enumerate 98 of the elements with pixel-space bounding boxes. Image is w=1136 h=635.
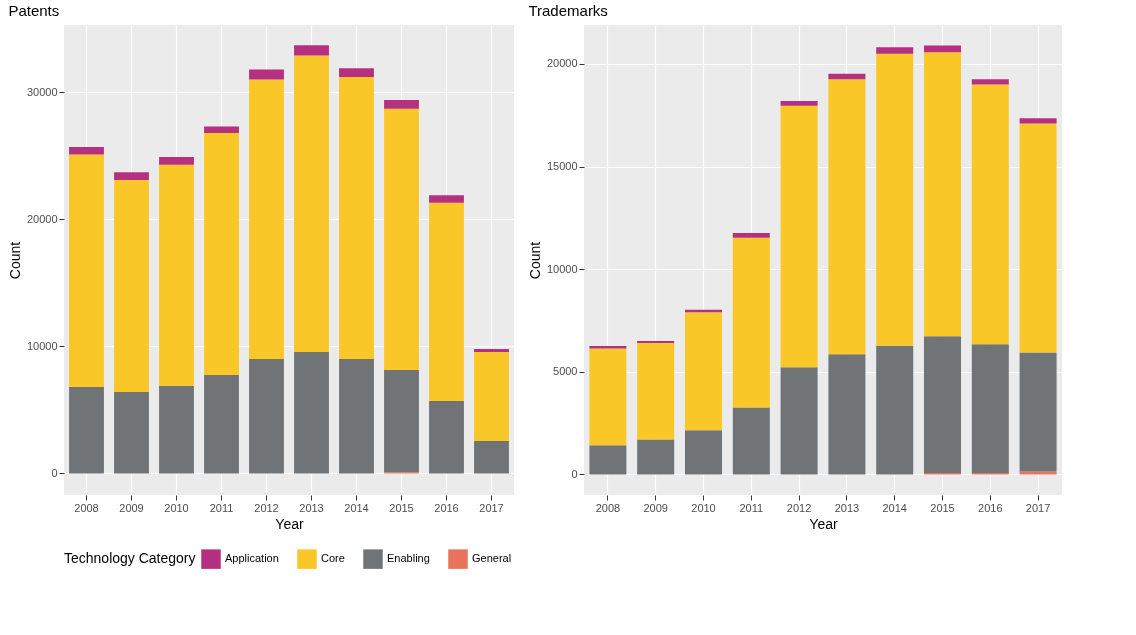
bar [828, 73, 866, 80]
chart-title: Patents [8, 2, 60, 19]
bar [923, 52, 962, 337]
bar [589, 445, 627, 475]
x-tick-label: 2015 [930, 501, 955, 514]
bar [204, 132, 239, 375]
bar [1019, 118, 1057, 124]
chart-title: Trademarks [528, 2, 608, 19]
legend-label: Core [321, 552, 345, 565]
bar [1019, 123, 1057, 353]
bar [69, 387, 104, 474]
bar [732, 237, 770, 408]
bar [294, 55, 329, 353]
x-tick-label: 2013 [834, 501, 860, 514]
x-tick-label: 2010 [691, 501, 716, 514]
bar [159, 385, 194, 474]
bar [114, 179, 149, 393]
y-tick-label: 0 [51, 466, 58, 479]
x-tick-label: 2009 [119, 501, 144, 514]
bar [339, 359, 374, 474]
bar [732, 233, 770, 238]
bar [923, 336, 962, 474]
bar [684, 312, 723, 431]
y-axis-title: Count [526, 241, 543, 280]
bar [876, 345, 914, 475]
bar [474, 352, 509, 442]
y-tick-label: 0 [571, 467, 578, 480]
x-tick-label: 2009 [643, 501, 668, 514]
x-tick-label: 2015 [389, 501, 414, 514]
x-tick-label: 2008 [595, 501, 621, 514]
x-tick-label: 2011 [209, 501, 234, 514]
bar [1019, 471, 1057, 475]
y-tick-label: 20000 [26, 212, 58, 225]
bar [429, 202, 464, 401]
x-tick-label: 2010 [164, 501, 189, 514]
bar [637, 439, 675, 475]
x-axis-title: Year [275, 515, 304, 532]
x-tick-label: 2013 [299, 501, 324, 514]
bar [429, 401, 464, 474]
bar [828, 354, 866, 475]
bar [780, 105, 818, 368]
bar [637, 341, 675, 344]
bar [249, 79, 284, 360]
x-tick-label: 2014 [344, 501, 369, 514]
bar [114, 392, 149, 474]
bar [159, 164, 194, 386]
bar [429, 195, 464, 203]
bar [971, 344, 1009, 474]
bar [732, 407, 770, 475]
x-axis-title: Year [809, 515, 838, 532]
bar [474, 441, 509, 474]
bar [339, 77, 374, 360]
y-tick-label: 10000 [26, 339, 58, 352]
x-tick-label: 2016 [434, 501, 459, 514]
bar [159, 157, 194, 165]
bar [384, 99, 419, 109]
bar [69, 146, 104, 155]
y-tick-label: 30000 [26, 85, 58, 98]
bar [684, 430, 723, 475]
bar [828, 79, 866, 355]
bar [204, 374, 239, 474]
x-tick-label: 2016 [978, 501, 1003, 514]
x-tick-label: 2008 [74, 501, 99, 514]
x-tick-label: 2014 [882, 501, 907, 514]
y-tick-label: 20000 [546, 57, 578, 70]
bar [474, 348, 509, 353]
bar [876, 47, 914, 54]
x-tick-label: 2012 [786, 501, 812, 514]
bar [780, 100, 818, 106]
bar [249, 359, 284, 474]
bar [204, 126, 239, 133]
bar [589, 348, 627, 446]
legend-label: General [472, 552, 512, 565]
bar [294, 45, 329, 56]
x-tick-label: 2017 [479, 501, 504, 514]
bar [114, 172, 149, 180]
x-tick-label: 2011 [739, 501, 764, 514]
bar [876, 53, 914, 346]
y-tick-label: 15000 [546, 160, 578, 173]
legend-label: Enabling [387, 552, 430, 565]
bar [384, 369, 419, 473]
bar [971, 84, 1009, 345]
bar [780, 367, 818, 475]
bar [637, 343, 675, 440]
legend-title: Technology Category [64, 550, 196, 566]
x-tick-label: 2017 [1025, 501, 1051, 514]
x-tick-label: 2012 [254, 501, 279, 514]
y-axis-title: Count [6, 241, 23, 280]
bar [294, 352, 329, 474]
bar [69, 154, 104, 388]
bar [971, 79, 1009, 85]
bar [1019, 352, 1057, 472]
y-tick-label: 5000 [553, 365, 578, 378]
bar [339, 68, 374, 78]
y-tick-label: 10000 [546, 262, 578, 275]
bar [249, 69, 284, 80]
legend-label: Application [225, 552, 279, 565]
bar [384, 108, 419, 370]
